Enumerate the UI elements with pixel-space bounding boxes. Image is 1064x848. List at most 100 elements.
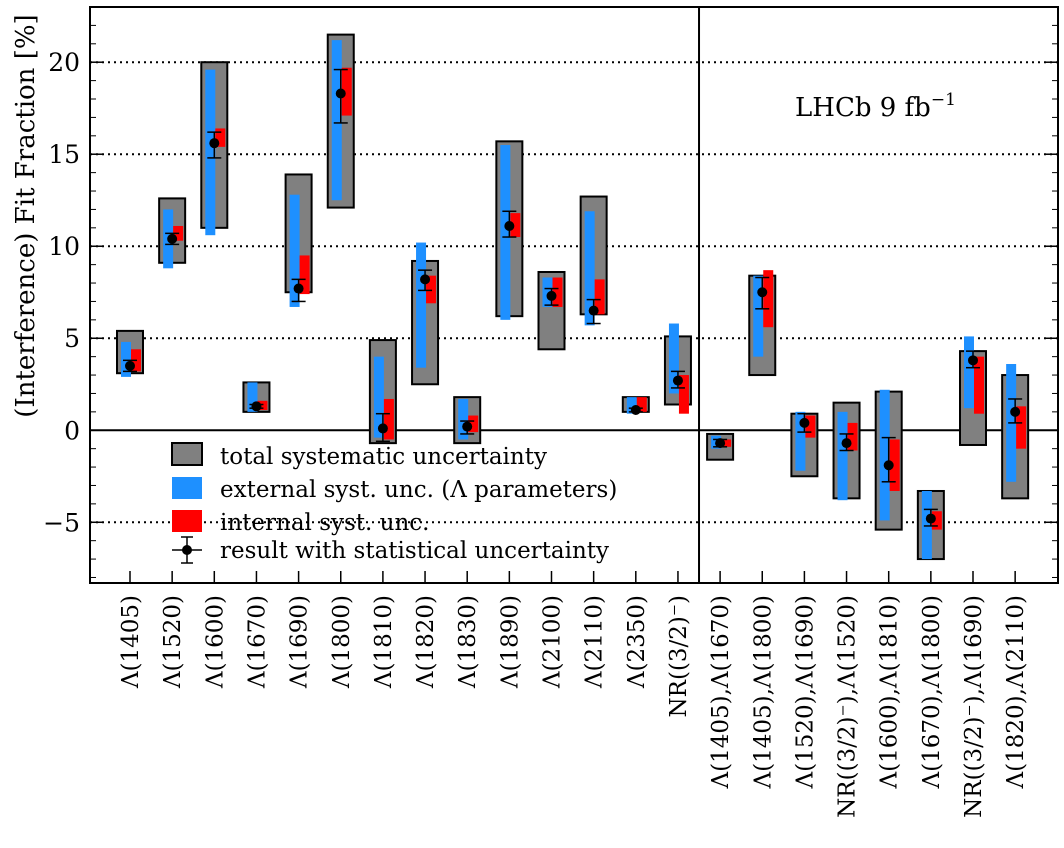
- legend-label-total: total systematic uncertainty: [220, 444, 547, 470]
- lhcb-annotation: LHCb 9 fb−1: [795, 90, 956, 123]
- lhcb-annotation-text: LHCb 9 fb: [795, 93, 931, 123]
- internal-syst-bar: [721, 439, 732, 447]
- external-syst-bar: [331, 40, 342, 201]
- legend-swatch-total: [171, 442, 203, 466]
- legend-swatch-external: [172, 477, 202, 499]
- axis-labels: −5 0 5 10 15 20 Λ(1405) Λ(1520) Λ(1600) Λ(1670) Λ(…: [43, 48, 1029, 818]
- y-tick-label: 15: [48, 140, 80, 169]
- category-group: [706, 432, 735, 461]
- internal-syst-bar: [215, 128, 226, 147]
- category-group: [158, 197, 187, 269]
- x-tick-label: Λ(2100): [540, 595, 566, 689]
- external-syst-bar: [205, 69, 216, 236]
- x-tick-label: Λ(1600),Λ(1810): [877, 595, 903, 790]
- x-tick-label: Λ(1670): [244, 595, 270, 689]
- external-syst-bar: [373, 356, 384, 438]
- x-tick-label: Λ(1690): [287, 595, 313, 689]
- category-group: [790, 411, 819, 478]
- data-point: [167, 233, 178, 244]
- legend: total systematic uncertainty external sy…: [171, 442, 617, 564]
- x-tick-label: Λ(1405),Λ(1800): [750, 595, 776, 790]
- legend-label-external: external syst. unc. (Λ parameters): [220, 477, 617, 503]
- category-group: [579, 195, 608, 326]
- chart-marks: [116, 7, 1030, 583]
- category-group: [537, 270, 566, 351]
- legend-marker-stat: [172, 536, 202, 564]
- y-tick-label: 5: [64, 324, 80, 353]
- x-tick-label: Λ(1670),Λ(1800): [919, 595, 945, 790]
- axes: [89, 6, 1059, 584]
- external-syst-bar: [964, 336, 974, 409]
- x-tick-label: Λ(1405),Λ(1670): [708, 595, 734, 790]
- external-syst-bar: [753, 275, 764, 357]
- category-group: [200, 61, 229, 236]
- category-group: [326, 33, 355, 209]
- data-point: [799, 417, 810, 428]
- data-point: [925, 513, 936, 524]
- internal-syst-bar: [974, 356, 984, 414]
- external-syst-bar: [584, 211, 595, 326]
- x-tick-label: Λ(1890): [497, 595, 523, 689]
- category-group: [411, 242, 440, 386]
- data-point: [883, 460, 894, 471]
- internal-syst-bar: [847, 422, 858, 451]
- external-syst-bar: [921, 490, 932, 560]
- x-tick-label: Λ(1800): [329, 595, 355, 689]
- data-point: [293, 283, 304, 294]
- y-tick-label: 20: [48, 48, 80, 77]
- x-tick-label: Λ(1600): [202, 595, 228, 689]
- legend-label-stat: result with statistical uncertainty: [220, 538, 609, 564]
- internal-syst-bar: [257, 400, 268, 411]
- category-group: [959, 336, 987, 446]
- data-point: [715, 438, 726, 449]
- external-syst-bar: [542, 277, 553, 307]
- internal-syst-bar: [426, 275, 437, 304]
- x-tick-label: Λ(1405): [118, 595, 144, 689]
- category-group: [284, 173, 313, 307]
- category-group: [663, 323, 692, 414]
- data-point: [588, 305, 599, 316]
- x-tick-label: Λ(2350): [624, 595, 650, 689]
- category-group: [368, 339, 397, 445]
- data-point: [841, 438, 852, 449]
- category-group: [495, 140, 524, 320]
- internal-syst-bar: [341, 67, 352, 116]
- x-tick-label: Λ(1830): [455, 595, 481, 689]
- data-point: [546, 290, 557, 301]
- x-tick-label: Λ(1520): [160, 595, 186, 689]
- internal-syst-bar: [552, 277, 563, 307]
- x-tick-label: NR((3/2)⁻),Λ(1690): [961, 595, 987, 818]
- data-point: [125, 360, 135, 371]
- external-syst-bar: [416, 242, 427, 368]
- external-syst-bar: [247, 382, 258, 412]
- category-group: [832, 401, 861, 501]
- data-point: [377, 423, 388, 434]
- category-group: [916, 489, 945, 561]
- internal-syst-bar: [678, 375, 689, 414]
- category-group: [242, 381, 271, 413]
- y-tick-label: 10: [48, 232, 80, 261]
- data-point: [630, 405, 641, 416]
- internal-syst-bar: [805, 415, 816, 438]
- external-syst-bar: [795, 411, 806, 471]
- lhcb-annotation-sup: −1: [931, 90, 956, 110]
- data-point: [968, 355, 978, 366]
- x-tick-label: NR((3/2)⁻): [666, 595, 692, 718]
- internal-syst-bar: [383, 398, 394, 440]
- external-syst-bar: [289, 194, 300, 307]
- legend-swatch-internal: [172, 510, 202, 532]
- y-tick-label: 0: [64, 416, 80, 445]
- external-syst-bar: [121, 341, 131, 377]
- external-syst-bar: [837, 411, 848, 501]
- category-group: [874, 389, 903, 531]
- legend-label-internal: internal syst. unc.: [220, 510, 430, 536]
- x-tick-label: Λ(2110): [582, 595, 608, 689]
- external-syst-bar: [626, 397, 637, 414]
- internal-syst-bar: [299, 255, 310, 295]
- data-point: [462, 421, 473, 432]
- category-group: [1001, 364, 1030, 500]
- category-group: [748, 270, 777, 377]
- x-tick-label: Λ(1820): [413, 595, 439, 689]
- external-syst-bar: [668, 323, 679, 394]
